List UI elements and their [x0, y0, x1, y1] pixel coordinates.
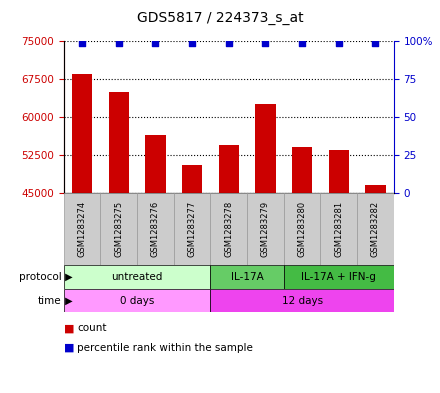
Text: IL-17A: IL-17A	[231, 272, 264, 282]
Text: ■: ■	[64, 323, 74, 333]
Bar	[210, 289, 394, 312]
Text: time: time	[38, 296, 62, 306]
Text: GSM1283282: GSM1283282	[371, 201, 380, 257]
Text: ▶: ▶	[62, 296, 72, 306]
Text: 0 days: 0 days	[120, 296, 154, 306]
Bar	[219, 145, 239, 193]
Bar	[182, 165, 202, 193]
Text: GSM1283276: GSM1283276	[151, 201, 160, 257]
Text: GSM1283279: GSM1283279	[261, 201, 270, 257]
Bar	[292, 147, 312, 193]
Bar	[247, 193, 284, 265]
Text: 12 days: 12 days	[282, 296, 323, 306]
Bar	[174, 193, 210, 265]
Text: GDS5817 / 224373_s_at: GDS5817 / 224373_s_at	[137, 11, 303, 25]
Text: percentile rank within the sample: percentile rank within the sample	[77, 343, 253, 353]
Bar	[329, 150, 349, 193]
Bar	[137, 193, 174, 265]
Text: count: count	[77, 323, 106, 333]
Text: GSM1283278: GSM1283278	[224, 201, 233, 257]
Bar	[109, 92, 129, 193]
Point	[225, 40, 232, 46]
Bar	[72, 74, 92, 193]
Text: protocol: protocol	[19, 272, 62, 282]
Bar	[365, 185, 385, 193]
Point	[335, 40, 342, 46]
Bar	[64, 265, 210, 289]
Text: GSM1283274: GSM1283274	[77, 201, 87, 257]
Bar	[64, 289, 210, 312]
Bar	[210, 265, 284, 289]
Text: GSM1283275: GSM1283275	[114, 201, 123, 257]
Text: ▶: ▶	[62, 272, 72, 282]
Bar	[64, 193, 100, 265]
Text: untreated: untreated	[111, 272, 163, 282]
Point	[115, 40, 122, 46]
Bar	[284, 193, 320, 265]
Bar	[255, 104, 275, 193]
Point	[299, 40, 306, 46]
Bar	[357, 193, 394, 265]
Bar	[210, 193, 247, 265]
Point	[79, 40, 86, 46]
Bar	[284, 265, 394, 289]
Point	[262, 40, 269, 46]
Text: IL-17A + IFN-g: IL-17A + IFN-g	[301, 272, 376, 282]
Bar	[145, 134, 165, 193]
Point	[372, 40, 379, 46]
Text: ■: ■	[64, 343, 74, 353]
Text: GSM1283280: GSM1283280	[297, 201, 307, 257]
Bar	[320, 193, 357, 265]
Text: GSM1283281: GSM1283281	[334, 201, 343, 257]
Point	[152, 40, 159, 46]
Bar	[100, 193, 137, 265]
Text: GSM1283277: GSM1283277	[187, 201, 197, 257]
Point	[189, 40, 196, 46]
